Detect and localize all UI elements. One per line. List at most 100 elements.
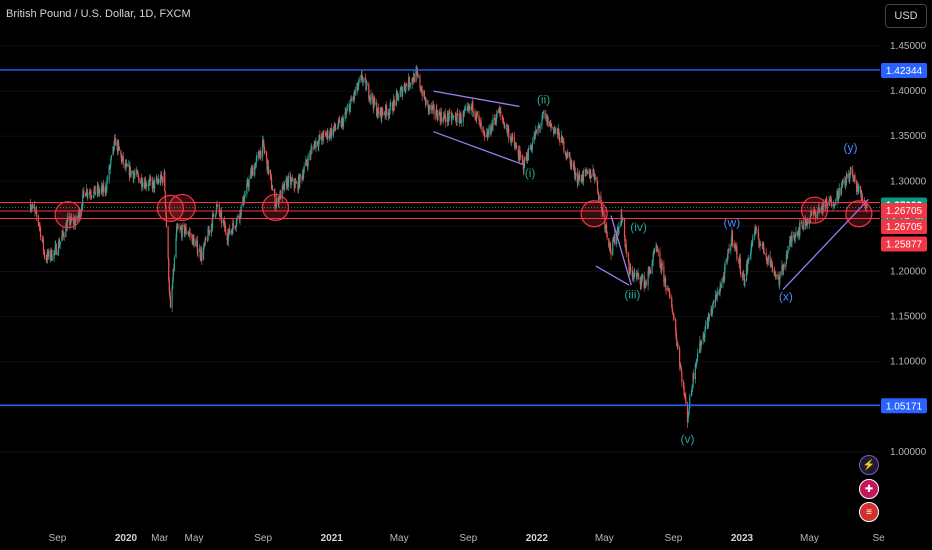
candle-body xyxy=(730,238,732,247)
candle-body xyxy=(514,144,516,148)
candle-body xyxy=(416,70,418,73)
candle-body xyxy=(567,152,569,158)
circle-marker xyxy=(261,193,290,222)
candle-body xyxy=(822,206,824,214)
candle-body xyxy=(217,204,219,206)
candle-body xyxy=(341,120,343,127)
candle-body xyxy=(636,274,638,277)
candle-body xyxy=(686,403,689,423)
candle-body xyxy=(836,191,838,203)
candle-body xyxy=(463,110,465,114)
candle-body xyxy=(596,177,598,181)
candle-body xyxy=(639,276,641,285)
y-tick-label: 1.40000 xyxy=(890,86,927,97)
candle-body xyxy=(834,204,836,206)
candle-body xyxy=(207,228,209,241)
red-price-tag-text: 1.26705 xyxy=(886,206,923,217)
candle-body xyxy=(582,170,585,181)
candle-body xyxy=(306,162,308,164)
candle-body xyxy=(269,169,272,176)
candle-body xyxy=(653,253,655,255)
uk-flag-icon[interactable]: ✚ xyxy=(859,479,879,499)
candle-body xyxy=(665,287,667,290)
candle-body xyxy=(43,250,45,252)
candle-body xyxy=(550,124,553,127)
currency-button[interactable]: USD xyxy=(885,4,927,28)
candle-body xyxy=(695,359,698,366)
candle-body xyxy=(502,119,504,122)
candle-body xyxy=(708,314,711,319)
candle-body xyxy=(750,242,753,249)
candle-body xyxy=(236,218,238,225)
candle-body xyxy=(268,169,270,173)
candle-body xyxy=(633,272,635,279)
candle-body xyxy=(138,177,140,183)
candle-body xyxy=(719,285,721,292)
candle-body xyxy=(204,237,206,244)
candle-body xyxy=(171,288,173,308)
candle-body xyxy=(214,215,216,217)
candle-body xyxy=(234,226,236,228)
candle-body xyxy=(38,224,41,227)
candle-body xyxy=(669,296,671,298)
candle-body xyxy=(492,118,494,127)
candle-body xyxy=(409,84,411,86)
candle-body xyxy=(365,85,368,90)
candle-body xyxy=(785,254,788,264)
us-flag-icon[interactable]: ≡ xyxy=(859,502,879,522)
candle-body xyxy=(624,237,626,247)
candle-body xyxy=(243,196,246,202)
candle-body xyxy=(238,216,240,218)
candle-body xyxy=(531,148,533,150)
candle-body xyxy=(610,250,612,255)
candle-body xyxy=(195,241,197,243)
candle-body xyxy=(849,167,852,174)
candle-body xyxy=(113,141,115,151)
candle-body xyxy=(46,252,48,261)
candle-body xyxy=(838,198,840,200)
candle-body xyxy=(759,244,761,247)
candle-body xyxy=(136,170,138,173)
lightning-icon[interactable]: ⚡ xyxy=(859,455,879,475)
candle-body xyxy=(802,225,804,229)
candle-body xyxy=(472,101,474,113)
candle-body xyxy=(273,189,275,194)
candle-body xyxy=(413,73,415,82)
candle-body xyxy=(71,219,73,221)
y-tick-label: 1.35000 xyxy=(890,131,927,142)
candle-body xyxy=(75,216,77,222)
candle-body xyxy=(458,113,460,124)
x-tick-label: 2020 xyxy=(115,533,138,544)
candle-body xyxy=(133,174,136,176)
candle-body xyxy=(342,118,345,127)
candle-body xyxy=(358,80,360,82)
candle-body xyxy=(161,177,164,183)
candle-body xyxy=(376,102,378,116)
candle-body xyxy=(803,218,805,230)
candle-body xyxy=(470,106,472,111)
candle-body xyxy=(467,106,469,108)
candle-body xyxy=(328,135,331,139)
candle-body xyxy=(307,155,309,167)
candle-body xyxy=(263,146,265,151)
candle-body xyxy=(51,249,53,260)
candle-body xyxy=(338,119,340,121)
candle-body xyxy=(362,78,364,82)
candle-body xyxy=(475,117,477,119)
candle-body xyxy=(488,126,490,135)
candle-body xyxy=(462,112,464,122)
candle-body xyxy=(755,228,757,234)
candle-body xyxy=(635,272,637,277)
candle-body xyxy=(564,151,567,156)
trendline xyxy=(782,198,869,290)
candle-body xyxy=(150,177,152,182)
candle-body xyxy=(417,75,419,77)
candle-body xyxy=(522,159,524,162)
candle-body xyxy=(685,396,687,404)
candle-body xyxy=(688,412,690,416)
candle-body xyxy=(346,110,348,113)
candle-body xyxy=(480,122,482,127)
candle-body xyxy=(846,173,848,178)
x-tick-label: Mar xyxy=(151,533,169,544)
